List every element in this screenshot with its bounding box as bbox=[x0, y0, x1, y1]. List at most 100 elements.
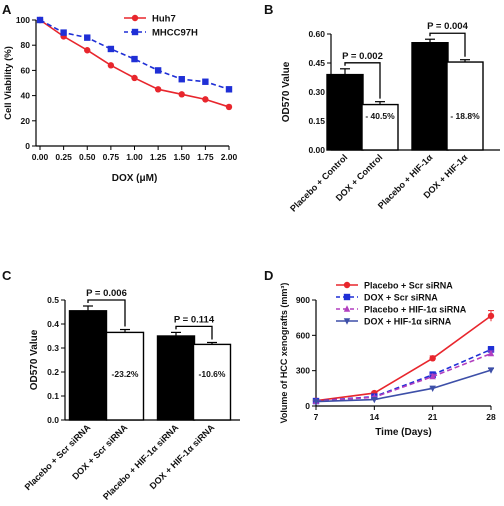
bar-label: -10.6% bbox=[199, 369, 226, 379]
x-tick-label: 7 bbox=[314, 412, 319, 422]
bar bbox=[326, 73, 364, 151]
y-tick-label: 0.1 bbox=[47, 391, 59, 401]
bar bbox=[68, 310, 108, 421]
series-line bbox=[315, 352, 492, 403]
legend-label: Placebo + HIF-1α siRNA bbox=[364, 305, 467, 315]
legend-marker bbox=[343, 318, 351, 325]
data-point bbox=[131, 55, 138, 63]
y-tick-label: 0.2 bbox=[47, 367, 59, 377]
data-point bbox=[487, 346, 495, 353]
data-point bbox=[178, 76, 185, 83]
data-point bbox=[202, 96, 209, 103]
category-label: Placebo + Control bbox=[288, 152, 349, 213]
data-point bbox=[312, 398, 320, 406]
x-tick-label: 1.25 bbox=[150, 152, 167, 162]
bar bbox=[411, 42, 449, 151]
comparison-bracket bbox=[87, 299, 126, 327]
y-tick-label: 0.0 bbox=[47, 415, 59, 425]
y-tick-label: 0.15 bbox=[308, 116, 325, 126]
y-tick-label: 40 bbox=[21, 91, 31, 101]
data-point bbox=[107, 62, 115, 69]
panel-letter-d: D bbox=[264, 268, 273, 283]
bar bbox=[446, 61, 484, 151]
y-tick-label: 100 bbox=[16, 15, 30, 25]
y-tick-label: 0.4 bbox=[47, 319, 59, 329]
category-label: Placebo + HIF-1α bbox=[376, 152, 435, 211]
x-tick-label: 0.50 bbox=[79, 152, 96, 162]
legend-marker bbox=[131, 28, 139, 36]
y-axis-label: OD570 Value bbox=[29, 329, 40, 390]
legend-label: Huh7 bbox=[152, 14, 176, 25]
y-tick-label: 900 bbox=[296, 295, 310, 305]
y-tick-label: 20 bbox=[21, 116, 31, 126]
panel-d-line-chart: 0 300 600 900 7 14 21 28 Time (Days) Volume of HC… bbox=[279, 281, 496, 439]
legend-marker bbox=[343, 293, 351, 301]
bar bbox=[156, 335, 196, 421]
data-point bbox=[202, 78, 209, 85]
x-axis-label: DOX (μM) bbox=[112, 173, 158, 184]
x-tick-label: 0.25 bbox=[55, 152, 72, 162]
panel-letter-c: C bbox=[2, 268, 12, 283]
comparison-p-value: P = 0.006 bbox=[86, 288, 127, 299]
data-point bbox=[36, 16, 44, 24]
x-tick-label: 0.00 bbox=[32, 152, 49, 162]
y-tick-label: 60 bbox=[21, 65, 31, 75]
data-point bbox=[178, 91, 185, 98]
bar-label: -23.2% bbox=[112, 369, 139, 379]
series-line bbox=[315, 315, 492, 402]
data-point bbox=[107, 45, 115, 53]
data-point bbox=[429, 385, 436, 393]
data-point bbox=[154, 86, 162, 93]
x-tick-label: 14 bbox=[370, 412, 380, 422]
panel-c-bar-chart: 0.0 0.1 0.2 0.3 0.4 0.5 OD570 Value Placebo + S… bbox=[23, 288, 240, 502]
data-point bbox=[84, 47, 91, 54]
data-point bbox=[225, 103, 233, 111]
data-point bbox=[60, 29, 67, 36]
y-tick-label: 0.3 bbox=[47, 343, 59, 353]
panel-b-bar-chart: 0.00 0.15 0.30 0.45 0.60 OD570 Value Placebo +… bbox=[281, 21, 500, 214]
comparison-bracket bbox=[344, 62, 381, 99]
legend-label: DOX + HIF-1α siRNA bbox=[364, 317, 452, 327]
legend-marker bbox=[343, 305, 351, 312]
x-tick-label: 0.75 bbox=[103, 152, 120, 162]
panel-letter-a: A bbox=[2, 2, 12, 17]
y-tick-label: 600 bbox=[296, 330, 310, 340]
x-tick-label: 1.50 bbox=[173, 152, 190, 162]
series-line bbox=[315, 348, 492, 402]
data-point bbox=[487, 367, 495, 374]
data-point bbox=[371, 396, 378, 404]
x-tick-label: 28 bbox=[486, 412, 496, 422]
y-tick-label: 0.00 bbox=[308, 145, 325, 155]
x-tick-label: 1.75 bbox=[197, 152, 214, 162]
comparison-p-value: P = 0.004 bbox=[427, 21, 468, 32]
bar bbox=[192, 343, 232, 421]
legend-label: DOX + Scr siRNA bbox=[364, 293, 438, 303]
data-point bbox=[487, 312, 495, 320]
bar-label: - 18.8% bbox=[450, 111, 480, 121]
comparison-p-value: P = 0.002 bbox=[342, 51, 383, 62]
data-point bbox=[487, 349, 495, 357]
y-tick-label: 0 bbox=[305, 401, 310, 411]
y-tick-label: 80 bbox=[21, 40, 31, 50]
data-point bbox=[84, 34, 91, 41]
y-tick-label: 0.5 bbox=[47, 295, 59, 305]
data-point bbox=[429, 372, 436, 380]
data-point bbox=[131, 74, 138, 82]
bar-label: - 40.5% bbox=[365, 111, 395, 121]
panel-letter-b: B bbox=[264, 2, 273, 17]
data-point bbox=[225, 86, 233, 93]
category-label: DOX + HIF-1α siRNA bbox=[148, 422, 217, 491]
y-tick-label: 0.30 bbox=[308, 87, 325, 97]
comparison-p-value: P = 0.114 bbox=[174, 314, 215, 325]
category-label: Placebo + Scr siRNA bbox=[23, 422, 93, 492]
y-axis-label: Cell Viability (%) bbox=[3, 46, 14, 120]
comparison-bracket bbox=[175, 325, 213, 340]
legend-label: Placebo + Scr siRNA bbox=[364, 281, 453, 291]
data-point bbox=[154, 67, 162, 74]
y-axis-label: OD570 Value bbox=[281, 61, 292, 122]
panel-a-line-chart: 0 20 40 60 80 100 0.00 0.25 0.50 0.75 1.00 1.25 1.50… bbox=[3, 14, 238, 185]
series-line bbox=[39, 19, 230, 91]
x-tick-label: 21 bbox=[428, 412, 438, 422]
legend-marker bbox=[343, 281, 351, 289]
